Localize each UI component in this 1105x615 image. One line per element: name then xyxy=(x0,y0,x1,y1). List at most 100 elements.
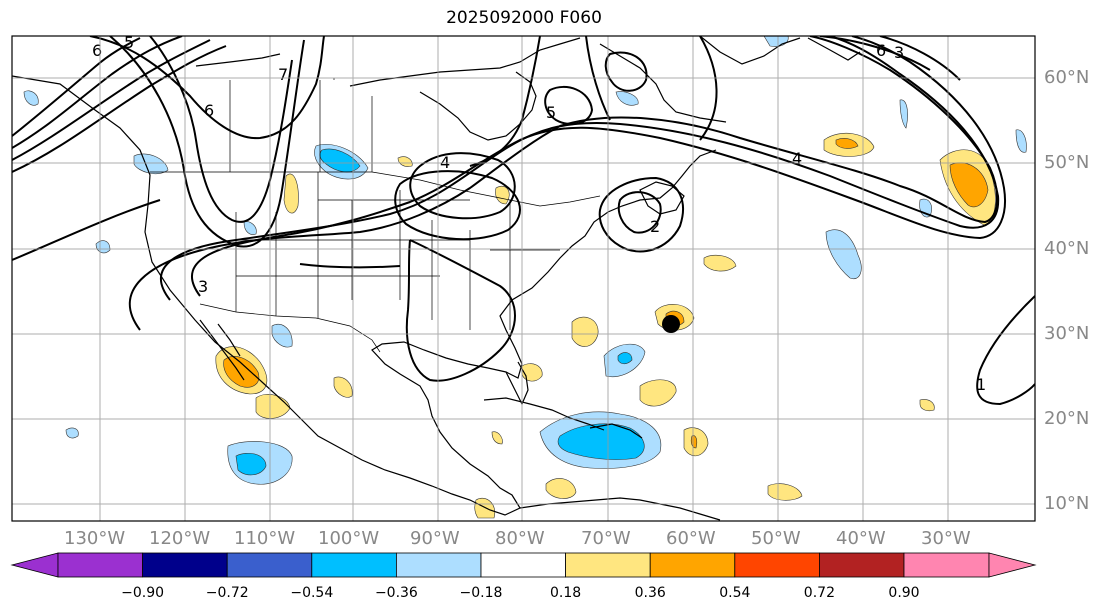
anomaly-patch xyxy=(615,91,639,106)
contour-line xyxy=(976,295,1035,406)
contour-line xyxy=(394,170,521,241)
anomaly-patch xyxy=(23,90,39,106)
coastline-newfoundland xyxy=(639,181,685,215)
contour-label: 5 xyxy=(124,33,134,52)
anomaly-patch xyxy=(521,363,543,382)
contour-line xyxy=(409,152,516,220)
colorbar-tick-label: 0.72 xyxy=(803,585,835,601)
contour-line xyxy=(617,191,662,234)
colorbar-bin xyxy=(395,552,482,578)
coastline-north-america xyxy=(12,75,717,516)
anomaly-patch xyxy=(491,431,503,445)
colorbar-tick-label: 0.18 xyxy=(550,585,582,601)
colorbar-bin xyxy=(226,552,313,578)
lon-label: 40°W xyxy=(836,528,886,549)
contour-line xyxy=(159,36,1000,301)
contour-line xyxy=(89,36,325,140)
contour-label: 6 xyxy=(876,41,886,60)
colorbar-tick-label: 0.36 xyxy=(634,585,666,601)
anomaly-patch xyxy=(271,324,293,348)
colorbar-bin xyxy=(565,552,651,578)
coastlines xyxy=(12,36,861,521)
anomaly-patch xyxy=(243,221,257,235)
contour-line xyxy=(12,36,183,149)
anomaly-patch xyxy=(767,483,803,501)
colorbar-bin xyxy=(903,552,990,578)
contour-label: 3 xyxy=(198,277,208,296)
colorbar-bin xyxy=(480,552,566,578)
province-borders xyxy=(229,78,373,172)
lat-label: 30°N xyxy=(1044,323,1090,344)
anomaly-patch xyxy=(899,99,908,129)
contour-line xyxy=(12,45,227,173)
contour-line xyxy=(604,51,648,92)
lat-label: 60°N xyxy=(1044,67,1090,88)
colorbar-bin xyxy=(734,552,820,578)
contour-label: 2 xyxy=(650,217,660,236)
lon-label: 30°W xyxy=(921,528,971,549)
contours xyxy=(12,36,1035,406)
map-title: 2025092000 F060 xyxy=(446,8,602,28)
state-borders xyxy=(235,172,560,330)
anomaly-patch xyxy=(557,423,645,460)
colorbar-tick-label: −0.54 xyxy=(290,585,334,601)
contour-line xyxy=(405,239,516,382)
contour-line xyxy=(299,263,401,269)
colorbar-bin xyxy=(819,552,905,578)
contour-label: 6 xyxy=(92,41,102,60)
contour-line xyxy=(149,36,293,223)
lat-label: 40°N xyxy=(1044,238,1090,259)
anomaly-patch xyxy=(703,254,737,272)
political-borders xyxy=(150,78,601,353)
lon-label: 70°W xyxy=(581,528,631,549)
anomaly-patch xyxy=(133,153,169,175)
lon-label: 90°W xyxy=(410,528,460,549)
anomaly-patch xyxy=(825,229,862,280)
lon-label: 110°W xyxy=(234,528,296,549)
anomaly-patch xyxy=(835,138,859,149)
colorbar-bin xyxy=(57,552,143,578)
contour-labels: 5 6 6 7 3 4 4 5 2 6 3 1 xyxy=(92,33,986,394)
colorbar-tick-label: −0.72 xyxy=(205,585,249,601)
lon-label: 50°W xyxy=(751,528,801,549)
anomaly-patch xyxy=(617,352,633,365)
contour-line xyxy=(544,85,594,126)
anomaly-patch xyxy=(949,162,989,208)
lat-label: 20°N xyxy=(1044,408,1090,429)
contour-line xyxy=(109,36,305,248)
anomaly-patch xyxy=(639,379,677,407)
colorbar-tick-label: 0.54 xyxy=(719,585,751,601)
contour-label: 5 xyxy=(546,103,556,122)
anomaly-patch xyxy=(545,478,577,499)
coastline-florida xyxy=(505,361,529,406)
map-frame xyxy=(11,35,1036,522)
anomaly-patch xyxy=(333,376,353,398)
colorbar-bin xyxy=(649,552,736,578)
contour-line xyxy=(819,36,961,81)
anomaly-patch xyxy=(495,185,510,205)
graticule xyxy=(12,36,1035,521)
lon-label: 60°W xyxy=(666,528,716,549)
us-canada-border xyxy=(150,171,601,207)
anomaly-patch xyxy=(1015,129,1027,153)
storm-marker xyxy=(662,315,680,333)
anomaly-patch xyxy=(571,316,599,347)
lat-label: 10°N xyxy=(1044,493,1090,514)
anomaly-patch xyxy=(235,453,267,476)
colorbar-bin xyxy=(142,552,228,578)
contour-label: 6 xyxy=(204,101,214,120)
colorbar-extend-max xyxy=(988,552,1037,578)
colorbar-tick-label: −0.18 xyxy=(459,585,503,601)
coastline-greenland xyxy=(699,36,861,65)
contour-label: 7 xyxy=(278,65,288,84)
lon-label: 80°W xyxy=(495,528,545,549)
anomaly-patch xyxy=(283,173,299,214)
colorbar-tick-label: −0.90 xyxy=(121,585,165,601)
contour-line xyxy=(12,199,161,261)
lat-label: 50°N xyxy=(1044,152,1090,173)
coastline-cuba xyxy=(483,397,605,431)
contour-line xyxy=(598,176,684,253)
colorbar-tick-label: 0.90 xyxy=(888,585,920,601)
coastline-hudson-bay xyxy=(419,71,537,141)
